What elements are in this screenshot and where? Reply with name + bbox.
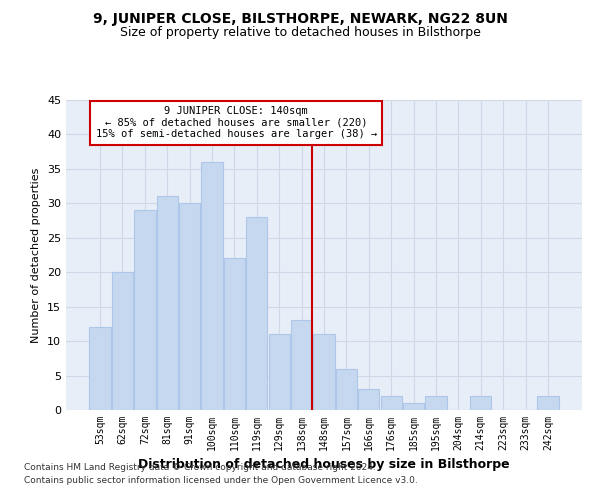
Bar bbox=[380, 396, 402, 410]
Bar bbox=[89, 328, 111, 410]
Text: 9, JUNIPER CLOSE, BILSTHORPE, NEWARK, NG22 8UN: 9, JUNIPER CLOSE, BILSTHORPE, NEWARK, NG… bbox=[92, 12, 508, 26]
Bar bbox=[313, 334, 335, 410]
Text: Size of property relative to detached houses in Bilsthorpe: Size of property relative to detached ho… bbox=[119, 26, 481, 39]
Bar bbox=[336, 368, 357, 410]
Bar bbox=[403, 403, 424, 410]
Bar bbox=[179, 204, 200, 410]
Bar bbox=[112, 272, 133, 410]
Bar bbox=[246, 217, 268, 410]
Text: 9 JUNIPER CLOSE: 140sqm
← 85% of detached houses are smaller (220)
15% of semi-d: 9 JUNIPER CLOSE: 140sqm ← 85% of detache… bbox=[95, 106, 377, 140]
Bar bbox=[134, 210, 155, 410]
Y-axis label: Number of detached properties: Number of detached properties bbox=[31, 168, 41, 342]
Bar bbox=[224, 258, 245, 410]
Bar bbox=[470, 396, 491, 410]
X-axis label: Distribution of detached houses by size in Bilsthorpe: Distribution of detached houses by size … bbox=[138, 458, 510, 471]
Bar bbox=[291, 320, 312, 410]
Text: Contains public sector information licensed under the Open Government Licence v3: Contains public sector information licen… bbox=[24, 476, 418, 485]
Bar bbox=[269, 334, 290, 410]
Bar bbox=[202, 162, 223, 410]
Bar bbox=[537, 396, 559, 410]
Bar bbox=[157, 196, 178, 410]
Bar bbox=[425, 396, 446, 410]
Bar bbox=[358, 390, 379, 410]
Text: Contains HM Land Registry data © Crown copyright and database right 2024.: Contains HM Land Registry data © Crown c… bbox=[24, 464, 376, 472]
